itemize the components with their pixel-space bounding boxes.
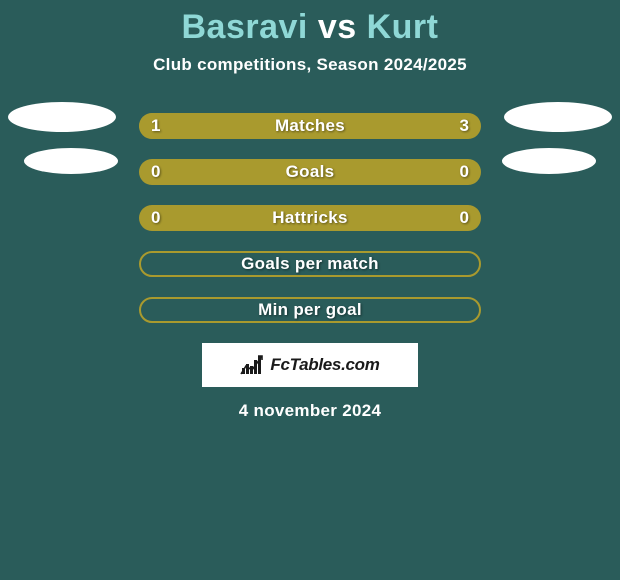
subtitle: Club competitions, Season 2024/2025 [0,55,620,75]
stat-value-right: 0 [460,162,469,182]
stat-label: Min per goal [258,300,362,320]
logo-box: FcTables.com [202,343,418,387]
stat-value-left: 1 [151,116,160,136]
player-flag-left [24,148,118,174]
stat-row: 0 0 Goals [0,149,620,195]
stat-label: Goals [286,162,335,182]
stat-value-left: 0 [151,162,160,182]
stat-bar: 0 0 Goals [139,159,481,185]
stat-row: 1 3 Matches [0,103,620,149]
player-left-name: Basravi [182,8,308,46]
page-title: Basravi vs Kurt [0,0,620,47]
bar-chart-icon [240,354,264,376]
date: 4 november 2024 [0,401,620,421]
logo-text: FcTables.com [270,355,379,375]
stat-value-right: 3 [460,116,469,136]
player-flag-left [8,102,116,132]
stat-label: Matches [275,116,345,136]
stat-bar-empty: Min per goal [139,297,481,323]
stat-row: Min per goal [0,287,620,333]
stat-bar: 1 3 Matches [139,113,481,139]
logo: FcTables.com [240,354,379,376]
stat-label: Hattricks [272,208,347,228]
stat-bar-empty: Goals per match [139,251,481,277]
stat-row: 0 0 Hattricks [0,195,620,241]
title-vs: vs [318,8,357,46]
comparison-infographic: Basravi vs Kurt Club competitions, Seaso… [0,0,620,580]
player-flag-right [504,102,612,132]
stat-label: Goals per match [241,254,379,274]
stat-bar: 0 0 Hattricks [139,205,481,231]
player-flag-right [502,148,596,174]
player-right-name: Kurt [367,8,439,46]
stat-row: Goals per match [0,241,620,287]
stat-value-left: 0 [151,208,160,228]
stats-area: 1 3 Matches 0 0 Goals 0 0 Hattricks Goals per mat… [0,103,620,333]
stat-value-right: 0 [460,208,469,228]
